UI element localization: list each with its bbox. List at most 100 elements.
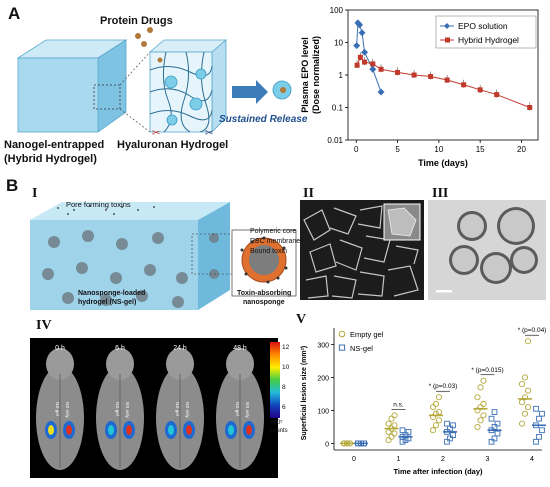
ns-gel-point bbox=[405, 429, 412, 435]
hybrid-point bbox=[461, 82, 467, 88]
hybrid-point bbox=[370, 61, 376, 67]
empty-gel-point bbox=[480, 412, 487, 419]
mouse-label-ns-gel: NS-gel bbox=[55, 402, 60, 416]
embedded-nanosponges bbox=[42, 230, 219, 308]
empty-gel-point bbox=[474, 394, 481, 401]
hyaluronan-caption: Hyaluronan Hydrogel bbox=[117, 139, 229, 151]
empty-gel-point bbox=[388, 415, 395, 422]
panel-b-letter: B bbox=[6, 176, 19, 195]
pore-toxin-dots bbox=[57, 205, 155, 215]
mouse-label-ns-only: NS only bbox=[245, 402, 250, 419]
x-tick-label: 0 bbox=[354, 145, 359, 154]
ns-gel-caption-2: hydrogel (NS-gel) bbox=[78, 299, 137, 306]
ns-gel-schematic bbox=[30, 202, 297, 310]
empty-gel-point bbox=[480, 400, 487, 407]
panel-b-v-label: V bbox=[296, 312, 307, 327]
mouse-image: NS-gel NS only 48 h bbox=[216, 345, 264, 470]
mouse-label-ns-only: NS only bbox=[125, 402, 130, 419]
panel-b-iii-label: III bbox=[432, 186, 449, 201]
colorbar-ticks: 12 10 8 6 bbox=[282, 338, 289, 418]
ns-gel-point bbox=[447, 435, 453, 442]
hybrid-point bbox=[362, 59, 368, 65]
polymeric-core bbox=[249, 245, 279, 275]
x-tick-label: 1 bbox=[397, 456, 401, 463]
empty-gel-point bbox=[429, 427, 437, 434]
colorbar-tick: 12 bbox=[282, 344, 290, 351]
colorbar-tick: 8 bbox=[282, 384, 286, 391]
signal-core bbox=[186, 425, 192, 435]
hyaluronan-network bbox=[148, 39, 228, 133]
signal-core bbox=[228, 425, 234, 435]
protein-drugs-label: Protein Drugs bbox=[100, 15, 173, 27]
legend-marker bbox=[338, 330, 346, 338]
empty-gel-point bbox=[474, 423, 481, 430]
mouse-head bbox=[46, 348, 74, 380]
empty-gel-point bbox=[435, 394, 443, 401]
protein-drug-dots bbox=[135, 27, 163, 63]
empty-gel-point bbox=[391, 422, 398, 429]
colorbar-unit-2: counts bbox=[270, 428, 288, 434]
nanogel-caption-2: (Hybrid Hydrogel) bbox=[4, 153, 97, 165]
y-tick-label: 1 bbox=[339, 71, 344, 80]
ns-gel-point bbox=[491, 435, 498, 442]
ns-gel-point bbox=[450, 422, 456, 429]
y-axis-label: Superficial lesion size (mm²) bbox=[301, 346, 308, 441]
x-tick-label: 2 bbox=[441, 456, 445, 463]
empty-gel-point bbox=[480, 377, 487, 384]
bound-toxin-label: Bound toxin bbox=[250, 248, 287, 255]
release-arrow bbox=[232, 80, 268, 104]
legend-marker bbox=[338, 344, 346, 351]
mouse-label-ns-gel: NS-gel bbox=[175, 402, 180, 416]
scale-bar bbox=[436, 290, 452, 293]
ns-gel-point bbox=[402, 437, 409, 443]
empty-gel-point bbox=[521, 394, 529, 401]
significance-label: * (p=0.04) bbox=[518, 327, 547, 334]
y-tick-label: 100 bbox=[317, 408, 329, 415]
y-tick-label: 100 bbox=[330, 6, 344, 15]
lesion-size-chart: 300 200 100 0 0 1 2 3 4 Time after infection (day… bbox=[301, 327, 547, 476]
epo-point bbox=[377, 88, 385, 96]
y-axis-label-2: (Dose normalized) bbox=[311, 36, 321, 114]
ns-gel-point bbox=[399, 438, 406, 445]
mouse-head bbox=[166, 348, 194, 380]
epo-point bbox=[356, 21, 364, 29]
empty-gel-point bbox=[524, 404, 532, 411]
empty-gel-point bbox=[432, 410, 440, 417]
panel-a-schematic: ✂ ✂ bbox=[16, 27, 292, 139]
signal-core bbox=[246, 425, 252, 435]
ns-gel-point bbox=[539, 427, 545, 434]
ns-gel-point bbox=[494, 430, 501, 437]
toxin-absorbing-caption-1: Toxin-absorbing bbox=[237, 290, 292, 297]
epo-plasma-chart: 100 10 1 0.1 0.01 0 5 10 15 20 Time (days) Plasma E… bbox=[300, 6, 539, 168]
empty-gel-point bbox=[521, 374, 529, 381]
ns-gel-point bbox=[494, 420, 501, 427]
ns-gel-point bbox=[533, 438, 539, 445]
signal-core bbox=[126, 425, 132, 435]
ns-gel-point bbox=[536, 415, 542, 422]
panel-b-iv-label: IV bbox=[36, 318, 52, 333]
empty-gel-point bbox=[432, 422, 440, 429]
y-tick-label: 10 bbox=[334, 39, 343, 48]
panel-b-ii-label: II bbox=[303, 186, 314, 201]
empty-gel-point bbox=[429, 404, 437, 411]
epo-point bbox=[353, 42, 361, 50]
mouse-image: NS-gel NS only 24 h bbox=[156, 345, 204, 470]
hybrid-point bbox=[357, 54, 363, 60]
time-label: 48 h bbox=[233, 345, 247, 352]
legend-label: Empty gel bbox=[350, 330, 384, 339]
x-tick-label: 4 bbox=[530, 456, 534, 463]
mouse-image: NS-gel NS only 0 h bbox=[36, 345, 84, 470]
empty-gel-point bbox=[521, 410, 529, 417]
empty-gel-point bbox=[477, 417, 484, 424]
x-tick-label: 20 bbox=[517, 145, 526, 154]
hybrid-point bbox=[527, 105, 533, 110]
legend-label: EPO solution bbox=[458, 21, 508, 31]
polymeric-core-label: Polymeric core bbox=[250, 228, 297, 235]
x-tick-label: 0 bbox=[352, 456, 356, 463]
significance-label: * (p=0.03) bbox=[429, 383, 458, 390]
ns-gel-point bbox=[533, 405, 539, 412]
time-label: 6 h bbox=[115, 345, 125, 352]
ns-gel-point bbox=[399, 427, 406, 434]
ns-gel-point bbox=[447, 425, 453, 432]
signal-core bbox=[48, 425, 54, 435]
